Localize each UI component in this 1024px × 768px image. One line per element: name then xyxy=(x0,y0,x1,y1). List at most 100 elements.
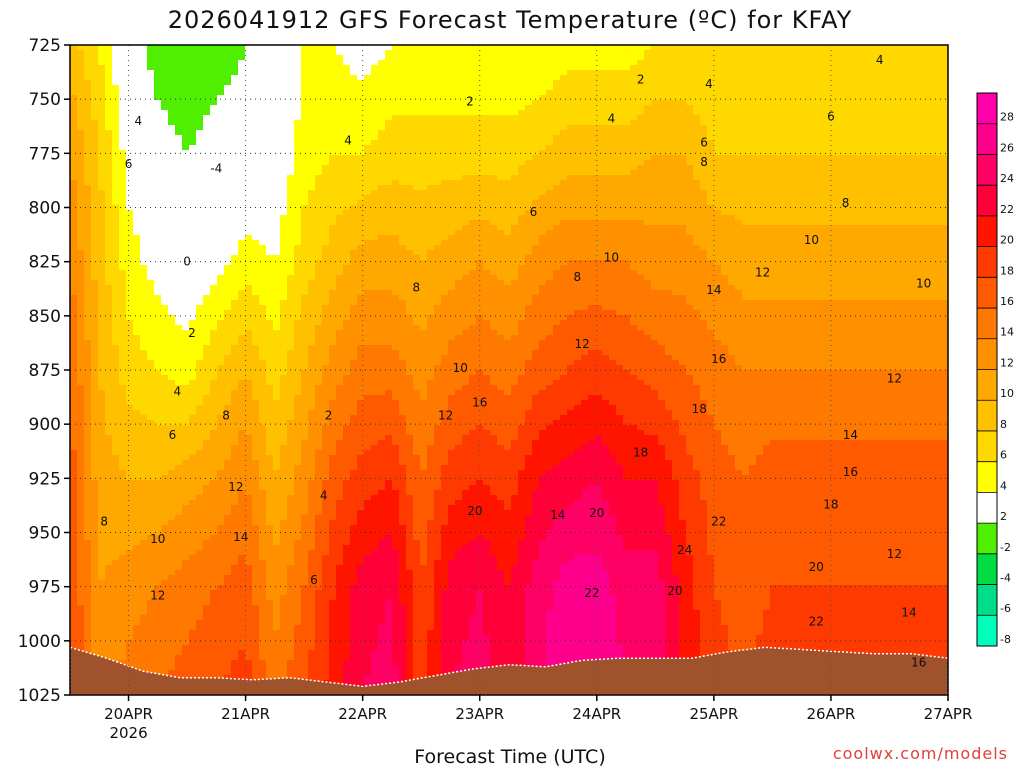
field-cell xyxy=(175,210,183,216)
field-cell xyxy=(161,295,169,301)
field-cell xyxy=(203,180,211,186)
field-cell xyxy=(147,495,155,501)
field-cell xyxy=(301,80,309,86)
field-cell xyxy=(175,560,183,566)
field-cell xyxy=(154,420,162,426)
field-cell xyxy=(252,435,260,441)
field-cell xyxy=(91,560,99,566)
field-cell xyxy=(287,170,295,176)
field-cell xyxy=(77,275,85,281)
field-cell xyxy=(182,635,190,641)
field-cell xyxy=(126,510,134,516)
field-cell xyxy=(273,375,281,381)
field-cell xyxy=(329,230,337,236)
field-cell xyxy=(315,430,323,436)
field-cell xyxy=(77,375,85,381)
field-cell xyxy=(301,430,309,436)
field-cell xyxy=(119,145,127,151)
field-cell xyxy=(140,655,148,661)
field-cell xyxy=(154,475,162,481)
field-cell xyxy=(161,175,169,181)
field-cell xyxy=(168,380,176,386)
field-cell xyxy=(210,200,218,206)
field-cell xyxy=(301,110,309,116)
field-cell xyxy=(301,505,309,511)
field-cell xyxy=(280,225,288,231)
field-cell xyxy=(182,250,190,256)
field-cell xyxy=(203,160,211,166)
field-cell xyxy=(273,245,281,251)
field-cell xyxy=(259,195,267,201)
field-cell xyxy=(217,415,225,421)
field-cell xyxy=(147,445,155,451)
field-cell xyxy=(322,50,330,56)
field-cell xyxy=(182,125,190,131)
field-cell xyxy=(329,270,337,276)
field-cell xyxy=(266,70,274,76)
field-cell xyxy=(336,160,344,166)
field-cell xyxy=(182,515,190,521)
field-cell xyxy=(280,395,288,401)
field-cell xyxy=(210,85,218,91)
field-cell xyxy=(126,290,134,296)
field-cell xyxy=(329,610,337,616)
field-cell xyxy=(140,450,148,456)
field-cell xyxy=(315,660,323,666)
field-cell xyxy=(196,365,204,371)
field-cell xyxy=(231,450,239,456)
field-cell xyxy=(294,80,302,86)
field-cell xyxy=(147,410,155,416)
field-cell xyxy=(133,170,141,176)
field-cell xyxy=(161,620,169,626)
field-cell xyxy=(189,480,197,486)
field-cell xyxy=(126,175,134,181)
field-cell xyxy=(329,375,337,381)
field-cell xyxy=(112,450,120,456)
field-cell xyxy=(322,430,330,436)
field-cell xyxy=(273,145,281,151)
field-cell xyxy=(161,90,169,96)
field-cell xyxy=(301,520,309,526)
field-cell xyxy=(84,480,92,486)
field-cell xyxy=(245,270,253,276)
field-cell xyxy=(112,325,120,331)
field-cell xyxy=(119,65,127,71)
field-cell xyxy=(126,390,134,396)
field-cell xyxy=(329,410,337,416)
field-cell xyxy=(147,415,155,421)
field-cell xyxy=(217,275,225,281)
field-cell xyxy=(154,145,162,151)
field-cell xyxy=(84,460,92,466)
field-cell xyxy=(119,405,127,411)
field-cell xyxy=(119,310,127,316)
field-cell xyxy=(224,600,232,606)
field-cell xyxy=(126,440,134,446)
field-cell xyxy=(273,545,281,551)
field-cell xyxy=(301,235,309,241)
field-cell xyxy=(84,330,92,336)
field-cell xyxy=(154,580,162,586)
field-cell xyxy=(301,95,309,101)
field-cell xyxy=(280,665,288,671)
field-cell xyxy=(77,320,85,326)
field-cell xyxy=(77,325,85,331)
field-cell xyxy=(126,570,134,576)
field-cell xyxy=(315,675,323,681)
field-cell xyxy=(287,585,295,591)
field-cell xyxy=(322,675,330,681)
field-cell xyxy=(147,270,155,276)
field-cell xyxy=(252,225,260,231)
field-cell xyxy=(203,350,211,356)
field-cell xyxy=(189,385,197,391)
field-cell xyxy=(105,155,113,161)
field-cell xyxy=(98,80,106,86)
field-cell xyxy=(84,585,92,591)
field-cell xyxy=(112,635,120,641)
field-cell xyxy=(133,355,141,361)
field-cell xyxy=(245,560,253,566)
field-cell xyxy=(231,165,239,171)
field-cell xyxy=(238,305,246,311)
field-cell xyxy=(126,430,134,436)
field-cell xyxy=(168,655,176,661)
field-cell xyxy=(112,535,120,541)
